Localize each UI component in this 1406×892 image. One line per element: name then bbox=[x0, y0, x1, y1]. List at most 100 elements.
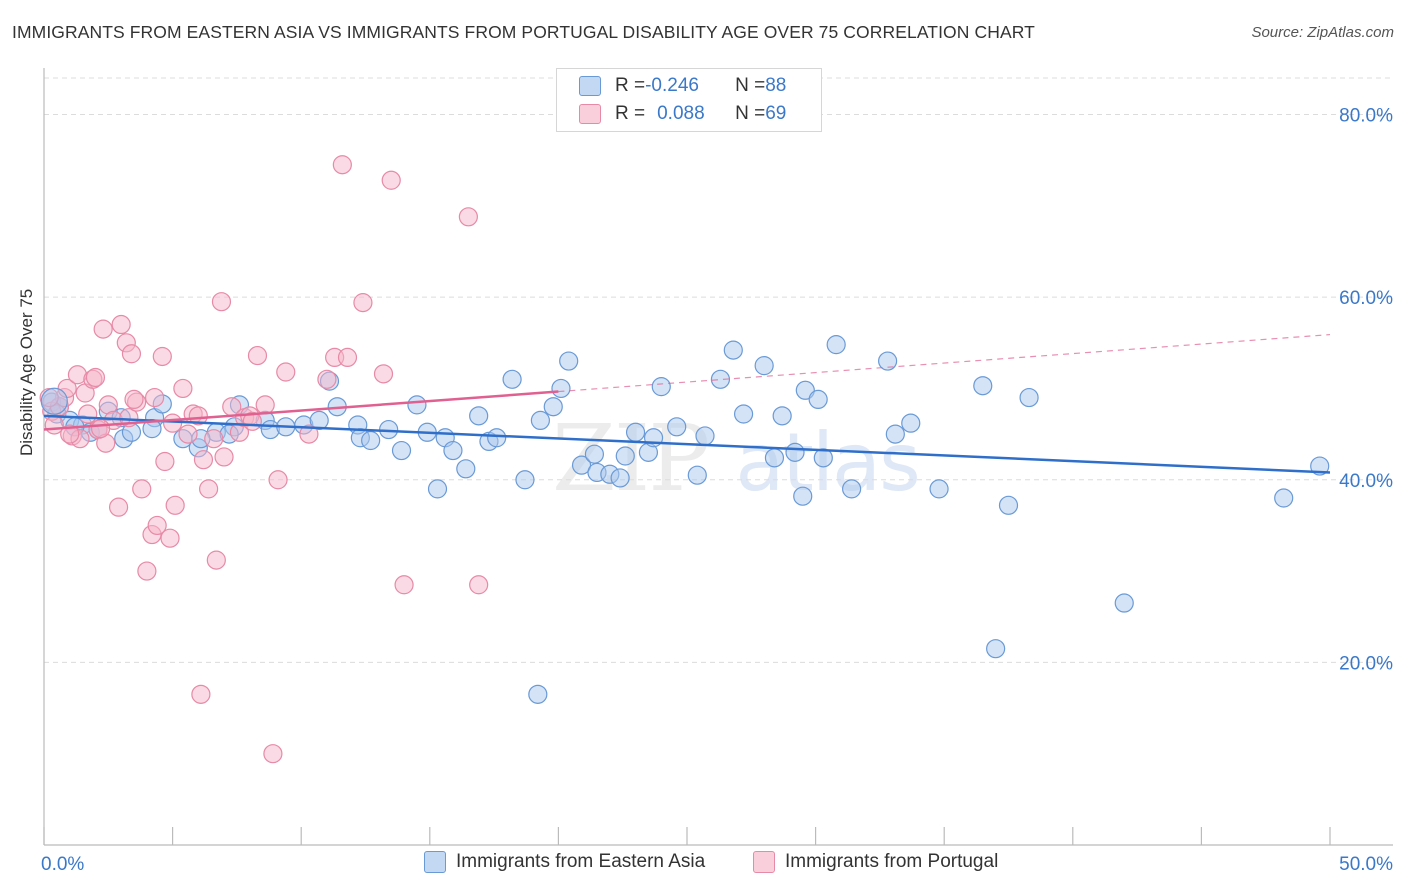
data-point-eastern-asia bbox=[723, 340, 743, 360]
data-point-portugal bbox=[132, 479, 152, 499]
data-point-eastern-asia bbox=[998, 495, 1019, 515]
data-point-eastern-asia bbox=[1274, 488, 1294, 508]
data-point-portugal bbox=[137, 561, 157, 581]
data-point-portugal bbox=[193, 450, 214, 470]
trend-line-portugal bbox=[43, 390, 559, 431]
data-point-eastern-asia bbox=[610, 468, 630, 488]
data-point-eastern-asia bbox=[559, 351, 579, 371]
data-point-eastern-asia bbox=[625, 422, 646, 442]
legend-swatch-pink bbox=[753, 851, 775, 873]
legend-swatch-blue bbox=[579, 76, 601, 96]
data-point-portugal bbox=[111, 314, 131, 335]
data-point-eastern-asia bbox=[764, 448, 785, 468]
legend-n-value: 88 bbox=[765, 75, 787, 96]
legend-swatch-blue bbox=[424, 851, 446, 873]
legend-swatch-pink bbox=[579, 104, 601, 124]
data-point-portugal bbox=[178, 424, 198, 444]
data-point-portugal bbox=[60, 424, 80, 444]
data-point-portugal bbox=[188, 406, 208, 426]
data-point-portugal bbox=[204, 429, 224, 449]
chart-title: IMMIGRANTS FROM EASTERN ASIA VS IMMIGRAN… bbox=[12, 22, 1035, 42]
data-point-portugal bbox=[160, 528, 180, 548]
data-point-portugal bbox=[255, 395, 275, 415]
data-point-eastern-asia bbox=[530, 410, 550, 431]
trend-line-eastern-asia bbox=[43, 414, 1331, 474]
data-point-eastern-asia bbox=[885, 424, 905, 444]
correlation-legend: R = -0.246 N = 88 R = 0.088 N = 69 bbox=[556, 68, 822, 132]
data-point-portugal bbox=[152, 346, 172, 367]
data-point-eastern-asia bbox=[808, 389, 828, 410]
data-point-eastern-asia bbox=[427, 479, 448, 499]
data-point-eastern-asia bbox=[456, 459, 476, 479]
data-point-eastern-asia bbox=[40, 387, 68, 415]
data-point-portugal bbox=[332, 155, 352, 175]
legend-row-portugal: R = 0.088 N = 69 bbox=[579, 101, 786, 127]
data-point-eastern-asia bbox=[754, 356, 774, 376]
y-axis-label: Disability Age Over 75 bbox=[17, 288, 36, 456]
data-point-eastern-asia bbox=[361, 430, 381, 451]
x-tick-label: 0.0% bbox=[41, 854, 84, 875]
data-point-portugal bbox=[191, 684, 211, 704]
data-point-eastern-asia bbox=[443, 440, 463, 461]
data-point-eastern-asia bbox=[1114, 593, 1134, 613]
data-point-eastern-asia bbox=[667, 417, 687, 437]
data-point-portugal bbox=[276, 362, 296, 382]
data-point-portugal bbox=[211, 292, 232, 312]
legend-n-label: N = bbox=[735, 75, 766, 96]
data-point-portugal bbox=[373, 364, 394, 384]
data-point-portugal bbox=[85, 367, 106, 388]
data-point-portugal bbox=[247, 345, 268, 366]
data-point-eastern-asia bbox=[973, 376, 993, 396]
data-point-portugal bbox=[394, 575, 414, 595]
data-point-eastern-asia bbox=[502, 369, 522, 389]
data-point-portugal bbox=[458, 207, 478, 227]
data-point-eastern-asia bbox=[710, 369, 731, 389]
data-point-eastern-asia bbox=[309, 410, 329, 431]
data-point-portugal bbox=[121, 344, 142, 364]
data-point-eastern-asia bbox=[469, 406, 489, 426]
data-point-portugal bbox=[268, 470, 288, 490]
data-point-eastern-asia bbox=[878, 351, 898, 371]
data-point-eastern-asia bbox=[733, 404, 754, 424]
data-point-eastern-asia bbox=[391, 440, 412, 461]
y-tick-label: 80.0% bbox=[1339, 106, 1393, 127]
legend-row-eastern-asia: R = -0.246 N = 88 bbox=[579, 73, 786, 99]
data-point-eastern-asia bbox=[929, 479, 949, 499]
data-point-portugal bbox=[206, 550, 226, 570]
data-point-eastern-asia bbox=[842, 479, 862, 499]
data-point-eastern-asia bbox=[1019, 387, 1039, 408]
data-point-eastern-asia bbox=[528, 684, 548, 704]
y-tick-label: 60.0% bbox=[1339, 288, 1393, 309]
data-point-eastern-asia bbox=[487, 428, 507, 448]
data-point-portugal bbox=[78, 404, 98, 424]
data-point-eastern-asia bbox=[551, 378, 571, 399]
source-label: Source: ZipAtlas.com bbox=[1251, 24, 1394, 41]
data-point-portugal bbox=[353, 293, 373, 313]
data-point-eastern-asia bbox=[515, 470, 535, 490]
legend-n-value: 69 bbox=[765, 103, 787, 124]
data-point-portugal bbox=[90, 419, 111, 439]
data-point-portugal bbox=[469, 575, 489, 595]
y-tick-label: 20.0% bbox=[1339, 653, 1393, 674]
data-point-portugal bbox=[93, 319, 113, 339]
data-point-portugal bbox=[337, 347, 358, 368]
data-point-portugal bbox=[163, 413, 183, 433]
data-point-eastern-asia bbox=[785, 442, 805, 462]
data-point-portugal bbox=[124, 389, 144, 410]
data-point-eastern-asia bbox=[772, 406, 792, 426]
x-tick-label: 50.0% bbox=[1339, 854, 1393, 875]
legend-r-label: R = bbox=[615, 103, 646, 124]
legend-item-portugal: Immigrants from Portugal bbox=[753, 851, 998, 873]
trend-line-dashed-portugal bbox=[558, 333, 1331, 393]
data-point-eastern-asia bbox=[651, 377, 671, 397]
data-point-eastern-asia bbox=[543, 397, 563, 417]
data-point-portugal bbox=[155, 451, 175, 472]
data-point-eastern-asia bbox=[793, 486, 813, 506]
legend-r-value: -0.246 bbox=[645, 75, 699, 96]
data-point-portugal bbox=[263, 744, 283, 764]
legend-r-label: R = bbox=[615, 75, 646, 96]
data-point-eastern-asia bbox=[615, 446, 635, 466]
data-point-portugal bbox=[214, 447, 234, 467]
legend-label-eastern-asia: Immigrants from Eastern Asia bbox=[456, 851, 706, 872]
legend-n-label: N = bbox=[735, 103, 766, 124]
